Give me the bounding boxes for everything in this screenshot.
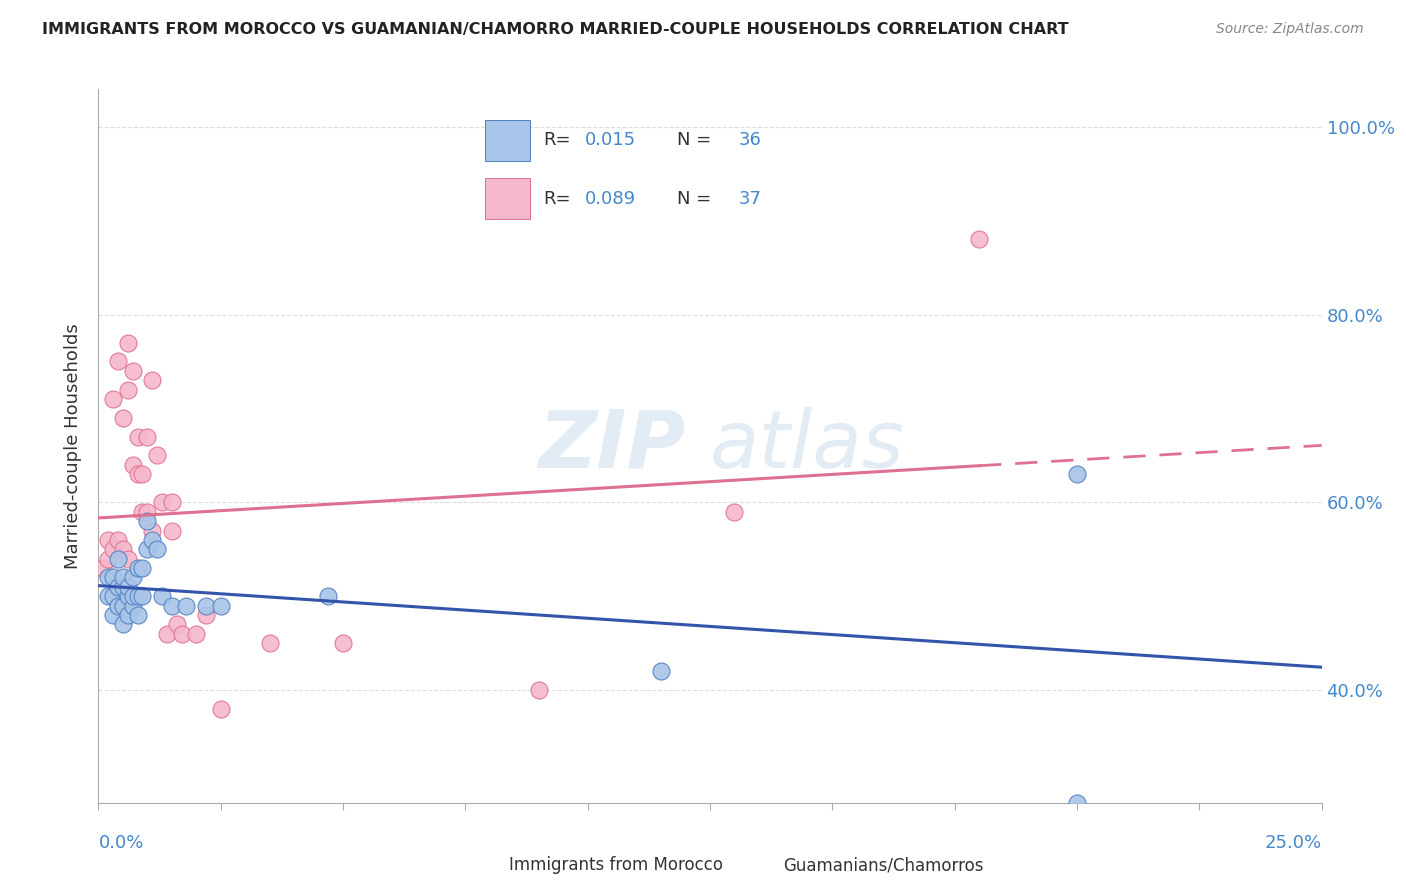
Point [121,599,143,613]
Point [195,607,218,622]
Point [176,599,198,613]
Point [136,505,159,519]
Point [97,589,120,603]
Point [111,410,134,425]
Point [127,589,149,603]
Point [117,551,139,566]
Point [107,533,129,547]
Point [209,702,232,716]
Point [131,467,153,482]
Point [209,599,232,613]
Point [121,570,143,584]
Text: 0.0%: 0.0% [98,834,143,852]
Point [156,627,179,641]
Point [723,505,745,519]
Text: ZIP: ZIP [538,407,686,485]
Point [117,580,139,594]
Point [131,589,153,603]
Point [166,617,188,632]
Point [136,429,159,443]
Text: atlas: atlas [710,407,905,485]
Point [111,617,134,632]
Point [150,589,173,603]
Point [111,542,134,557]
Point [127,429,149,443]
Point [101,392,124,406]
Point [160,524,183,538]
Point [259,636,281,650]
Point [967,232,990,246]
Point [121,458,143,472]
Point [117,383,139,397]
Point [527,683,550,698]
Point [97,533,120,547]
Text: Source: ZipAtlas.com: Source: ZipAtlas.com [1216,22,1364,37]
Text: Guamanians/Chamorros: Guamanians/Chamorros [783,856,984,874]
Text: Immigrants from Morocco: Immigrants from Morocco [509,856,723,874]
Point [111,599,134,613]
Point [131,561,153,575]
Point [136,514,159,528]
Point [1066,796,1088,810]
Point [318,589,340,603]
Point [111,570,134,584]
Point [107,599,129,613]
Point [107,354,129,368]
Point [160,599,183,613]
Point [117,589,139,603]
Point [111,580,134,594]
Point [141,524,163,538]
Point [186,627,208,641]
Point [141,533,163,547]
Point [131,505,153,519]
Point [121,364,143,378]
Point [117,335,139,350]
Y-axis label: Married-couple Households: Married-couple Households [65,323,83,569]
Point [101,570,124,584]
Point [332,636,354,650]
Point [101,607,124,622]
Point [141,373,163,387]
Point [117,607,139,622]
Point [650,665,672,679]
Point [97,551,120,566]
Point [107,580,129,594]
Text: 25.0%: 25.0% [1264,834,1322,852]
Point [101,542,124,557]
Point [146,449,169,463]
Point [91,561,114,575]
Point [127,607,149,622]
Point [107,551,129,566]
Text: IMMIGRANTS FROM MOROCCO VS GUAMANIAN/CHAMORRO MARRIED-COUPLE HOUSEHOLDS CORRELAT: IMMIGRANTS FROM MOROCCO VS GUAMANIAN/CHA… [42,22,1069,37]
Point [101,589,124,603]
Point [170,627,193,641]
Point [160,495,183,509]
Point [127,467,149,482]
Point [121,589,143,603]
Point [127,561,149,575]
Point [150,495,173,509]
Point [1066,467,1088,482]
Point [136,542,159,557]
Point [146,542,169,557]
Point [97,570,120,584]
Point [195,599,218,613]
